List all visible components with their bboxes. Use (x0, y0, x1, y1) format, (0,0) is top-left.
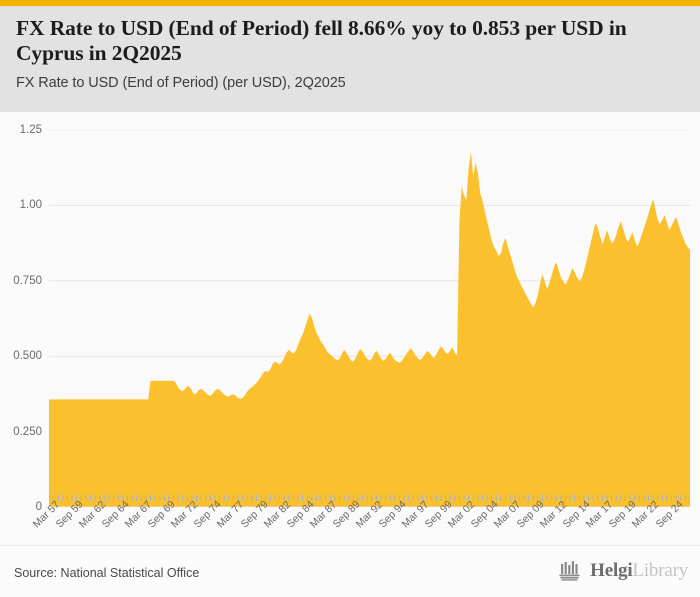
y-axis-tick-label: 1.00 (19, 199, 42, 212)
chart-footer: Source: National Statistical Office Helg… (0, 545, 700, 597)
y-axis-labels: 0 0.250 0.500 0.750 1.00 1.25 (0, 124, 42, 513)
logo-primary-text: Helgi (590, 560, 633, 581)
page-title: FX Rate to USD (End of Period) fell 8.66… (16, 16, 627, 65)
area-series-svg (49, 130, 690, 507)
top-accent-bar (0, 0, 700, 6)
area-series-path (49, 151, 690, 507)
y-axis-tick-label: 0.750 (13, 274, 42, 287)
y-axis-tick-label: 0 (35, 501, 42, 513)
x-axis-ticks (49, 495, 690, 501)
chart-area: 0 0.250 0.500 0.750 1.00 1.25 Mar 57 Sep 59 Mar… (0, 112, 700, 545)
chart-header: FX Rate to USD (End of Period) fell 8.66… (0, 6, 700, 112)
y-axis-tick-label: 0.250 (13, 425, 42, 438)
source-note: Source: National Statistical Office (14, 566, 200, 580)
logo-secondary-text: Library (632, 560, 688, 581)
x-axis-labels: Mar 57 Sep 59 Mar 62 Sep 64 Mar 67 Sep 69 Mar … (31, 495, 690, 555)
helgi-library-logo[interactable]: HelgiLibrary (558, 560, 688, 582)
page-subtitle: FX Rate to USD (End of Period) (per USD)… (16, 75, 346, 91)
library-building-icon (559, 561, 580, 581)
plot-canvas (49, 130, 690, 507)
y-axis-tick-label: 0.500 (13, 350, 42, 363)
y-axis-tick-label: 1.25 (19, 124, 42, 136)
